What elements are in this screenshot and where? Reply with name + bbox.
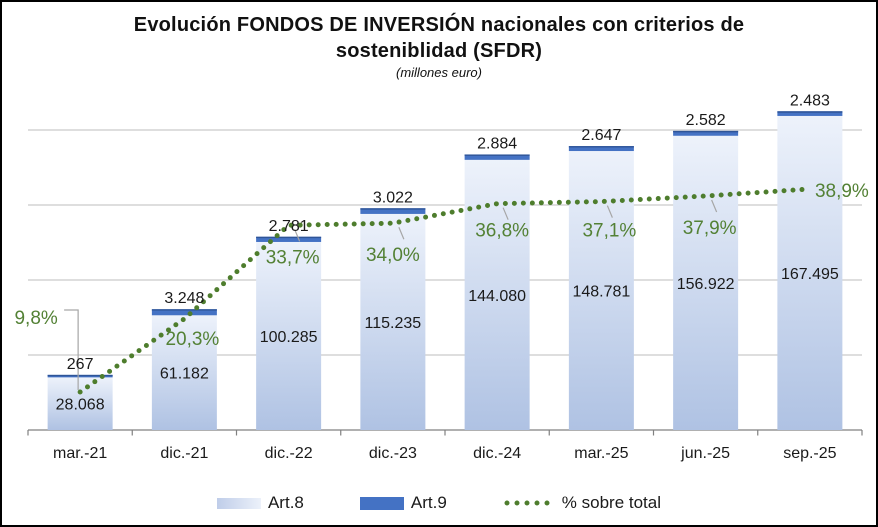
x-tick-label-jun.-25: jun.-25 — [680, 445, 730, 462]
bar-art9-sep.-25 — [777, 111, 843, 116]
legend-item-pct: % sobre total — [503, 493, 661, 513]
bar-art9-jun.-25 — [673, 130, 739, 136]
pct-label-mar.-21: 9,8% — [14, 308, 57, 329]
bar-art8-mar.-25 — [568, 151, 634, 430]
bar-art8-dic.-23 — [360, 213, 426, 430]
pct-leader-tick-6 — [711, 199, 718, 213]
x-tick-label-dic.-22: dic.-22 — [265, 445, 313, 462]
pct-label-sep.-25: 38,9% — [815, 181, 869, 202]
chart-title-line2: sosteniblidad (SFDR) — [335, 40, 543, 62]
legend-label-pct: % sobre total — [561, 493, 662, 512]
chart-title-line1: Evolución FONDOS DE INVERSIÓN nacionales… — [133, 14, 745, 36]
art8-value-label-dic.-22: 100.285 — [260, 329, 318, 346]
legend-label-art9: Art.9 — [410, 493, 447, 512]
art8-value-label-mar.-25: 148.781 — [572, 284, 630, 301]
pct-label-dic.-21: 20,3% — [165, 329, 219, 350]
art9-value-label-dic.-23: 3.022 — [373, 189, 413, 206]
legend-label-art8: Art.8 — [267, 493, 304, 512]
bar-art9-dic.-21 — [151, 309, 217, 316]
legend-item-art8: Art.8 — [216, 493, 304, 513]
bar-art9-mar.-25 — [568, 146, 634, 152]
art8-value-label-jun.-25: 156.922 — [677, 276, 735, 293]
pct-leader-tick-5 — [606, 205, 613, 218]
chart-title-block: Evolución FONDOS DE INVERSIÓN nacionales… — [2, 12, 876, 80]
bar-art9-dic.-24 — [464, 154, 530, 160]
pct-line — [77, 186, 813, 395]
legend-item-art9: Art.9 — [359, 493, 447, 513]
legend-swatch-art9-icon — [359, 496, 404, 510]
art9-value-label-mar.-25: 2.647 — [581, 127, 621, 144]
pct-label-dic.-24: 36,8% — [475, 221, 529, 242]
pct-label-dic.-23: 34,0% — [366, 245, 420, 266]
art8-value-label-dic.-23: 115.235 — [365, 315, 422, 332]
art8-value-label-dic.-21: 61.182 — [160, 366, 209, 383]
x-tick-label-sep.-25: sep.-25 — [783, 445, 836, 462]
x-tick-label-mar.-21: mar.-21 — [53, 445, 107, 462]
art9-value-label-sep.-25: 2.483 — [790, 92, 830, 109]
pct-leader-tick-3 — [398, 226, 405, 240]
x-tick-label-mar.-25: mar.-25 — [574, 445, 628, 462]
bar-art9-dic.-23 — [360, 208, 426, 214]
x-tick-label-dic.-23: dic.-23 — [369, 445, 417, 462]
x-tick-label-dic.-24: dic.-24 — [473, 445, 521, 462]
bar-art9-dic.-22 — [256, 236, 322, 242]
pct-leader-tick-2 — [294, 229, 301, 242]
bar-art8-jun.-25 — [673, 135, 739, 431]
art9-value-label-dic.-24: 2.884 — [477, 135, 517, 152]
bar-art8-mar.-21 — [47, 377, 113, 430]
x-tick-label-dic.-21: dic.-21 — [160, 445, 208, 462]
chart-subtitle: (millones euro) — [396, 65, 482, 80]
art9-value-label-mar.-21: 267 — [67, 356, 94, 373]
bar-art8-sep.-25 — [777, 115, 843, 431]
legend-swatch-dotted-line-icon — [504, 500, 555, 506]
art9-value-label-dic.-21: 3.248 — [164, 290, 204, 307]
art8-value-label-mar.-21: 28.068 — [56, 397, 105, 414]
bar-art8-dic.-22 — [256, 241, 322, 430]
art8-value-label-dic.-24: 144.080 — [468, 288, 526, 305]
pct-label-mar.-25: 37,1% — [582, 221, 636, 242]
chart-legend: Art.8 Art.9 % sobre total — [2, 493, 876, 513]
pct-label-jun.-25: 37,9% — [683, 218, 737, 239]
pct-leader-tick-4 — [502, 207, 509, 220]
pct-leader-line-0 — [64, 309, 79, 391]
art9-value-label-jun.-25: 2.582 — [686, 112, 726, 129]
pct-label-dic.-22: 33,7% — [266, 247, 320, 268]
art9-value-label-dic.-22: 2.781 — [269, 218, 309, 235]
art8-value-label-sep.-25: 167.495 — [781, 266, 839, 283]
legend-swatch-art8-icon — [216, 497, 261, 509]
